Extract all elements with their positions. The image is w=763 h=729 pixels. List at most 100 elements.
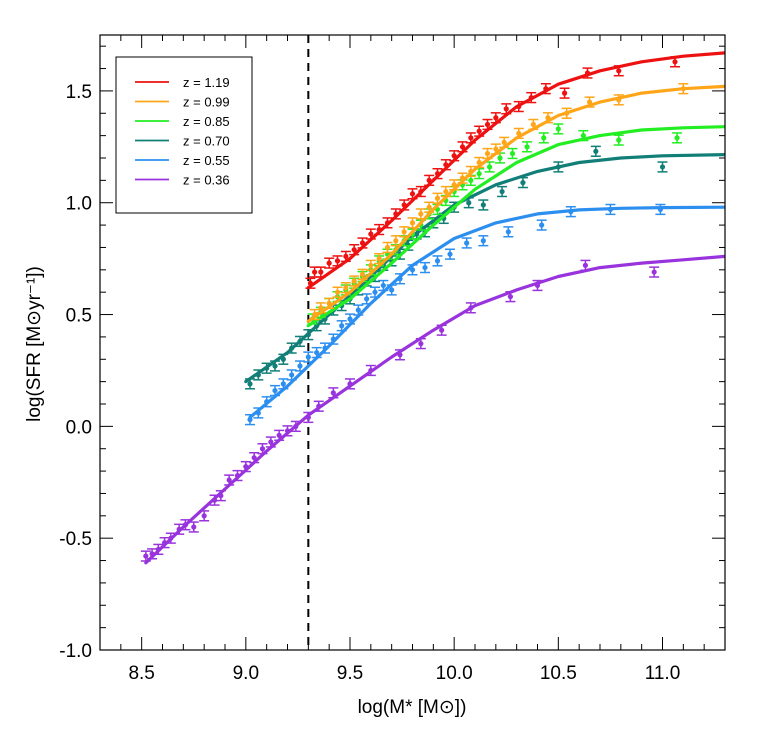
- data-point: [374, 223, 385, 236]
- data-point: [420, 261, 430, 274]
- data-point: [657, 161, 668, 173]
- data-point: [153, 543, 164, 556]
- data-point: [424, 201, 435, 213]
- data-point: [449, 179, 460, 191]
- legend-entry: z = 0.55: [135, 153, 230, 168]
- x-tick-label: 9.0: [233, 663, 259, 684]
- data-point: [436, 324, 447, 336]
- data-point: [332, 255, 343, 267]
- data-point: [415, 208, 426, 220]
- data-point: [440, 185, 451, 198]
- legend-entry: z = 0.36: [135, 173, 230, 188]
- data-point: [278, 353, 289, 365]
- data-point: [415, 337, 426, 350]
- data-point: [590, 145, 601, 157]
- data-point: [672, 132, 683, 144]
- data-point: [478, 235, 489, 247]
- data-point: [378, 279, 389, 292]
- data-point: [336, 320, 347, 332]
- data-point: [390, 208, 401, 220]
- data-point: [497, 185, 508, 198]
- data-point: [286, 342, 297, 354]
- data-point: [315, 266, 326, 278]
- data-point: [332, 286, 343, 298]
- data-point: [440, 159, 451, 171]
- data-point: [253, 407, 264, 419]
- data-point: [340, 250, 351, 263]
- data-point: [140, 550, 151, 562]
- legend-entry: z = 0.85: [135, 114, 230, 129]
- data-point: [345, 378, 355, 390]
- data-point: [374, 252, 385, 265]
- data-point: [324, 257, 335, 269]
- data-point: [282, 425, 293, 437]
- series-099: [306, 83, 725, 323]
- x-tick-label: 10.5: [540, 663, 577, 684]
- data-point: [503, 226, 514, 238]
- data-point: [528, 118, 539, 131]
- y-tick-label: 1.0: [66, 194, 92, 215]
- legend-label: z = 0.55: [183, 153, 230, 168]
- data-point: [270, 360, 280, 372]
- data-point: [370, 286, 380, 298]
- data-point: [305, 277, 316, 289]
- data-point: [580, 259, 591, 272]
- data-point: [407, 188, 418, 200]
- data-point: [180, 519, 191, 531]
- data-point: [565, 206, 576, 218]
- data-point: [340, 282, 351, 294]
- data-point: [678, 83, 689, 95]
- data-point: [313, 400, 324, 412]
- data-point: [245, 413, 255, 426]
- data-point: [240, 460, 251, 473]
- data-point: [465, 132, 476, 144]
- data-point: [357, 237, 368, 249]
- fit-line: [306, 125, 725, 328]
- data-point: [613, 94, 624, 106]
- data-point: [407, 264, 418, 276]
- data-point: [513, 127, 524, 140]
- data-point: [605, 203, 616, 216]
- data-point: [474, 156, 485, 169]
- data-point: [328, 387, 339, 399]
- data-point: [457, 141, 468, 153]
- data-point: [613, 134, 624, 146]
- data-point: [311, 346, 322, 359]
- data-point: [261, 396, 272, 408]
- data-point: [278, 378, 289, 390]
- data-point: [295, 360, 305, 372]
- data-point: [390, 235, 401, 247]
- data-point: [309, 266, 320, 278]
- data-point: [361, 293, 372, 305]
- data-point: [357, 268, 368, 280]
- data-point: [365, 259, 376, 272]
- x-tick-label: 8.5: [128, 663, 154, 684]
- data-point: [382, 241, 393, 254]
- legend-box: [115, 56, 253, 214]
- data-point: [399, 226, 410, 238]
- data-point: [199, 510, 210, 522]
- x-tick-label: 9.5: [337, 663, 363, 684]
- data-point: [532, 279, 543, 292]
- data-point: [295, 335, 305, 348]
- data-point: [432, 167, 443, 180]
- data-point: [249, 452, 260, 464]
- data-point: [501, 103, 512, 115]
- data-point: [261, 362, 272, 374]
- data-point: [526, 91, 537, 104]
- legend-label: z = 0.99: [183, 95, 230, 110]
- data-point: [349, 275, 360, 287]
- data-point: [482, 147, 493, 160]
- x-axis-title: log(M* [M⊙]): [358, 697, 467, 718]
- y-tick-label: -1.0: [59, 641, 92, 662]
- data-point: [505, 290, 516, 303]
- data-point: [445, 248, 455, 260]
- data-point: [382, 217, 393, 229]
- data-point: [424, 174, 435, 187]
- data-point: [386, 284, 397, 296]
- data-point: [655, 203, 666, 216]
- data-point: [303, 351, 314, 363]
- data-point: [465, 165, 476, 178]
- fit-line: [144, 254, 725, 565]
